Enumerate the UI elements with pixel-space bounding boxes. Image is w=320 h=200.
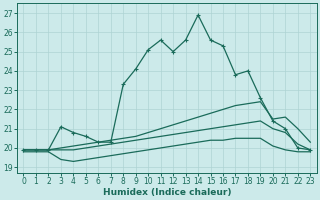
X-axis label: Humidex (Indice chaleur): Humidex (Indice chaleur) (103, 188, 231, 197)
